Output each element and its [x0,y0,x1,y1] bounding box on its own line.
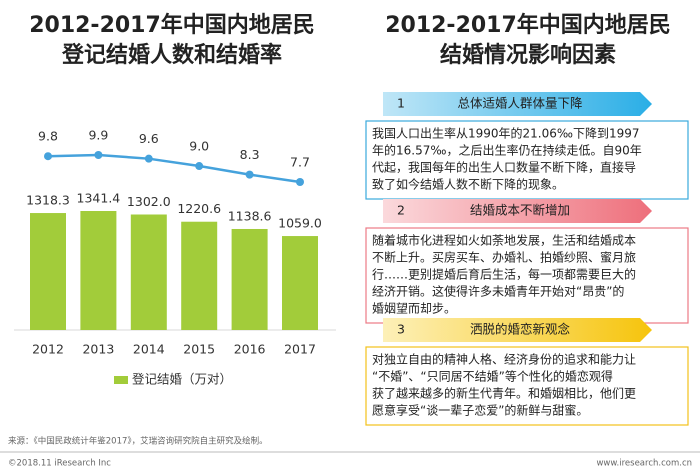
card-text: 获了越来越多的新生代青年。和婚姻相比，他们更 [372,386,636,401]
website: www.iresearch.com.cn [596,459,692,469]
card-text: 婚姻望而却步。 [372,301,456,316]
legend-swatch [114,376,128,384]
rate-label: 9.6 [139,131,159,146]
x-tick-label: 2012 [32,342,64,357]
rate-line [47,153,301,184]
card-heading: 洒脱的婚恋新观念 [470,322,571,337]
panel-title: 2012-2017年中国内地居民 [385,12,671,38]
x-tick-label: 2017 [284,342,316,357]
source: 来源：《中国民政统计年鉴2017》，艾瑞咨询研究院自主研究及绘制。 [8,436,268,447]
bar-label: 1220.6 [177,201,221,216]
card-text: 代起，我国每年的出生人口数量不断下降，直接导 [372,160,636,175]
rate-point [44,152,52,161]
bar [30,213,66,330]
card-text: 不断上升。买房买车、办婚礼、拍婚纱照、蜜月旅 [372,250,636,265]
card-body [365,120,689,200]
card-text: 愿意享受“谈一辈子恋爱”的新鲜与甜蜜。 [372,403,588,418]
panel-title: 结婚情况影响因素 [440,42,616,68]
chart-title: 登记结婚人数和结婚率 [61,42,282,68]
card-header [383,318,652,342]
card-text: 对独立自由的精神人格、经济身份的追求和能力让 [372,352,636,367]
bar-label: 1341.4 [77,191,121,206]
x-tick-label: 2014 [133,342,165,357]
card-number: 2 [397,203,405,218]
card-text: “不婚”、“只同居不结婚”等个性化的婚恋观得 [372,369,613,384]
bar-label: 1138.6 [228,208,272,223]
card-header [383,199,652,223]
rate-label: 9.9 [88,128,108,143]
rate-point [296,178,304,186]
bar [80,211,117,330]
rate-label: 9.8 [38,129,58,144]
rate-point [94,151,103,159]
x-tick-label: 2013 [82,342,114,357]
card-body [365,346,689,426]
bar-label: 1059.0 [278,216,322,231]
copyright: ©2018.11 iResearch Inc [8,459,111,469]
rate-point [245,170,254,179]
card-number: 3 [397,322,405,337]
rate-point [195,162,204,171]
card-text: 年的16.57‰，之后出生率仍在持续走低。自90年 [372,143,642,158]
card-text: 行……更别提婚后育后生活，每一项都需要巨大的 [372,267,636,282]
x-tick-label: 2016 [234,342,266,357]
card-text: 致了如今结婚人数不断下降的现象。 [372,177,564,192]
chart-title: 2012-2017年中国内地居民 [29,12,315,38]
bar [231,228,268,330]
card-number: 1 [397,96,405,111]
card-heading: 结婚成本不断增加 [470,203,570,218]
x-tick-label: 2015 [183,342,215,357]
card-heading: 总体适婚人群体量下降 [457,96,583,111]
bar [282,236,318,330]
bar [181,221,218,330]
card-text: 经济开销。这使得许多未婚青年开始对“昂贵”的 [372,284,624,299]
rate-label: 7.7 [290,155,310,170]
rate-label: 9.0 [189,139,209,154]
bar-label: 1318.3 [26,193,70,208]
rate-label: 8.3 [240,147,260,162]
card-text: 随着城市化进程如火如荼地发展，生活和结婚成本 [372,233,636,248]
rate-point [144,154,153,163]
bar-label: 1302.0 [127,194,171,209]
bar [130,214,167,330]
legend-label: 登记结婚（万对） [132,372,232,387]
card-header [383,92,652,116]
card-text: 我国人口出生率从1990年的21.06‰下降到1997 [372,126,640,141]
